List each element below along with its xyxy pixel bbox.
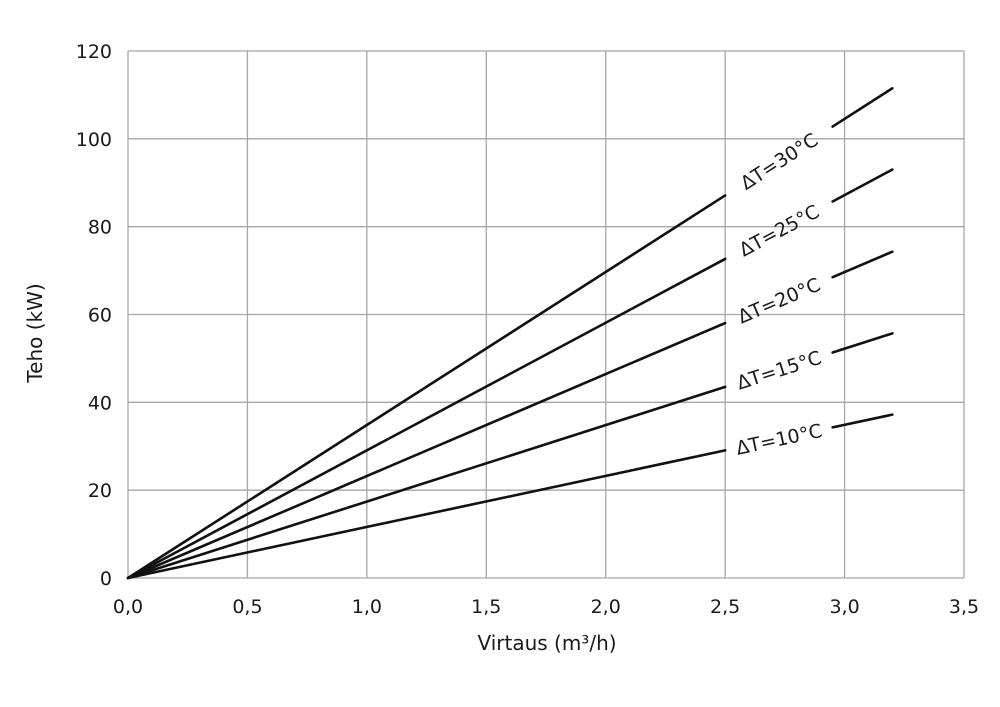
x-tick-label: 3,5	[949, 596, 979, 618]
y-axis-label: Teho (kW)	[23, 283, 47, 383]
series-line	[126, 194, 727, 580]
y-tick-label: 60	[88, 305, 112, 327]
x-tick-label: 0,0	[113, 596, 143, 618]
y-tick-label: 20	[88, 480, 112, 502]
y-tick-label: 40	[88, 392, 112, 414]
x-tick-label: 2,5	[710, 596, 740, 618]
y-tick-label: 0	[100, 568, 112, 590]
x-tick-label: 0,5	[232, 596, 262, 618]
y-tick-label: 100	[76, 129, 112, 151]
series-line-end	[831, 168, 894, 203]
grid	[127, 50, 965, 579]
series-label: ΔT=10°C	[734, 420, 824, 460]
x-tick-label: 3,0	[829, 596, 859, 618]
x-axis-label: Virtaus (m³/h)	[477, 631, 616, 655]
series-labels: ΔT=30°CΔT=25°CΔT=20°CΔT=15°CΔT=10°C	[734, 129, 824, 460]
series-line-end	[831, 250, 894, 279]
y-tick-label: 80	[88, 217, 112, 239]
series-label: ΔT=25°C	[736, 201, 824, 262]
series-label: ΔT=20°C	[735, 274, 824, 329]
series-line	[126, 321, 727, 580]
series-lines	[126, 87, 894, 580]
x-axis-ticks: 0,0 0,5 1,0 1,5 2,0 2,5 3,0 3,5	[113, 596, 979, 618]
series-line-end	[831, 87, 894, 128]
x-tick-label: 2,0	[591, 596, 621, 618]
x-tick-label: 1,0	[352, 596, 382, 618]
series-line	[126, 257, 727, 580]
series-label: ΔT=15°C	[734, 347, 824, 395]
x-tick-label: 1,5	[471, 596, 501, 618]
y-tick-label: 120	[76, 41, 112, 63]
series-line-end	[831, 332, 894, 354]
y-axis-ticks: 0 20 40 60 80 100 120	[76, 41, 112, 590]
series-line-end	[831, 413, 894, 429]
series-line	[126, 449, 727, 580]
series-line	[126, 385, 727, 580]
